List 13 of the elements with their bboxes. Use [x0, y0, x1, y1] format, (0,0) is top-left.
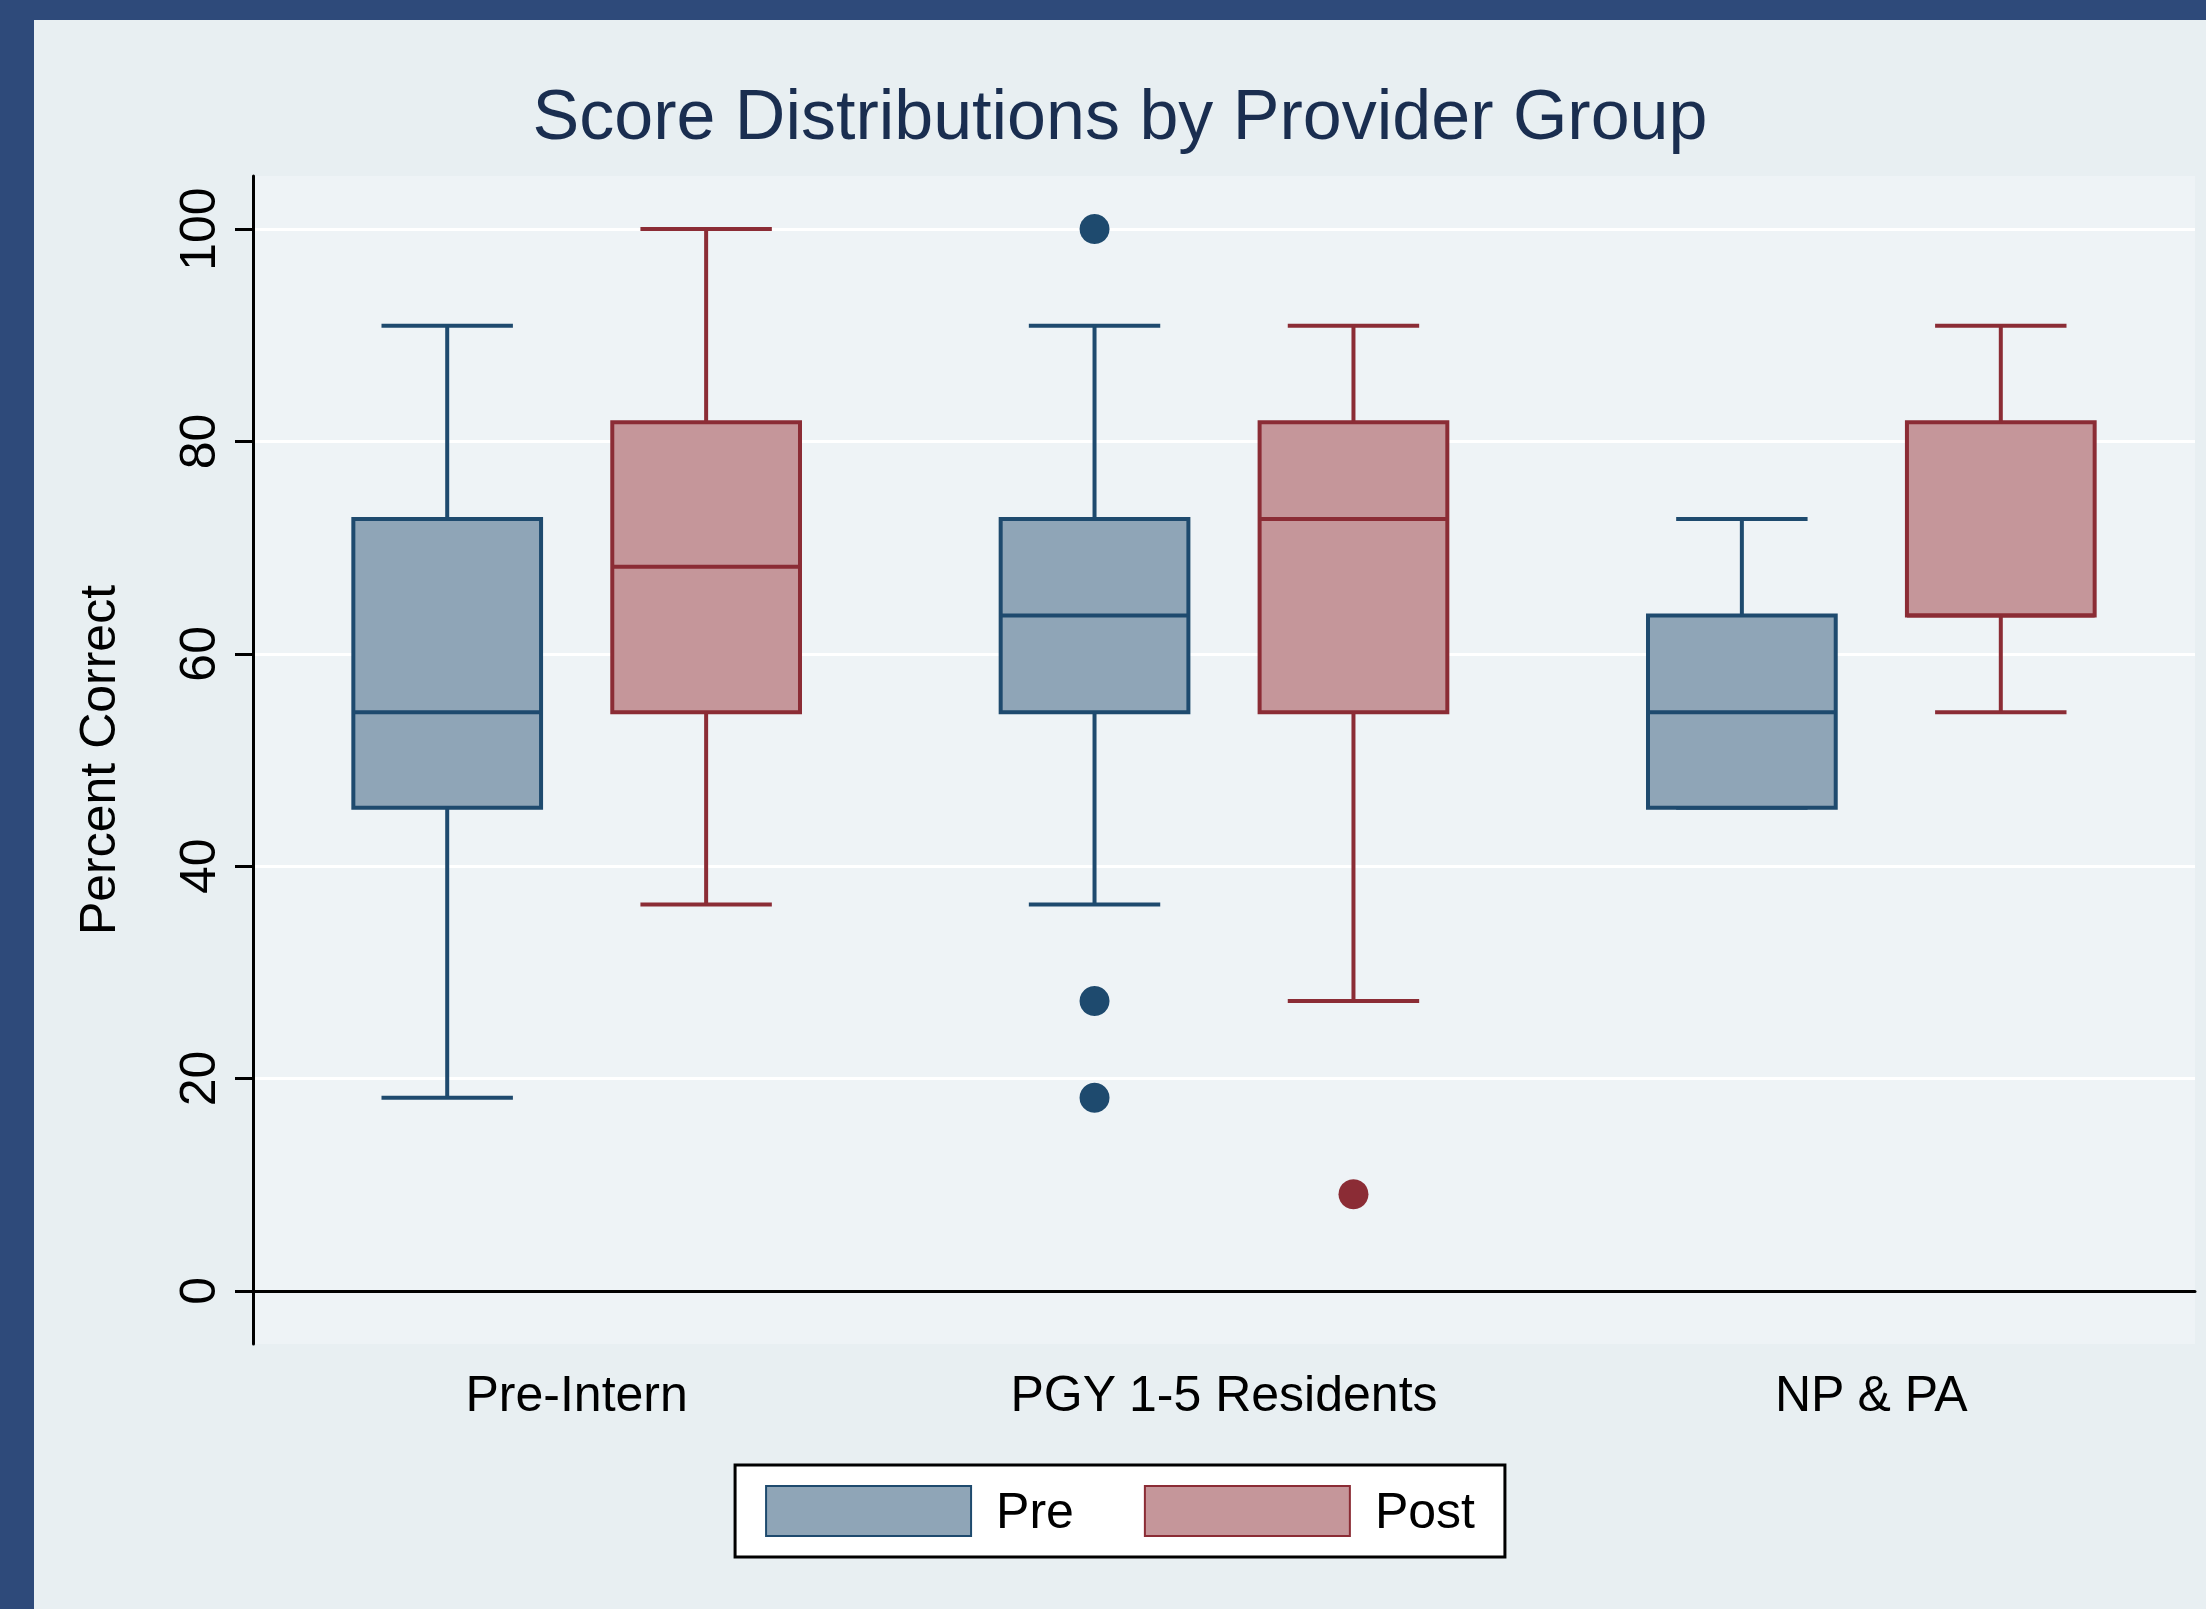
- y-tick-label: 60: [170, 626, 226, 682]
- chart-title: Score Distributions by Provider Group: [532, 76, 1708, 154]
- legend-label: Post: [1374, 1483, 1476, 1539]
- y-tick-label: 100: [170, 187, 226, 271]
- legend-label: Pre: [996, 1483, 1074, 1539]
- x-tick-label: PGY 1-5 Residents: [1010, 1366, 1438, 1422]
- x-tick-label: Pre-Intern: [465, 1366, 688, 1422]
- y-tick-label: 80: [170, 413, 226, 470]
- y-tick-label: 20: [170, 1050, 226, 1107]
- y-axis-title: Percent Correct: [70, 584, 126, 936]
- x-tick-label: NP & PA: [1774, 1366, 1969, 1422]
- y-tick-label: 0: [170, 1277, 226, 1305]
- y-tick-label: 40: [170, 838, 226, 894]
